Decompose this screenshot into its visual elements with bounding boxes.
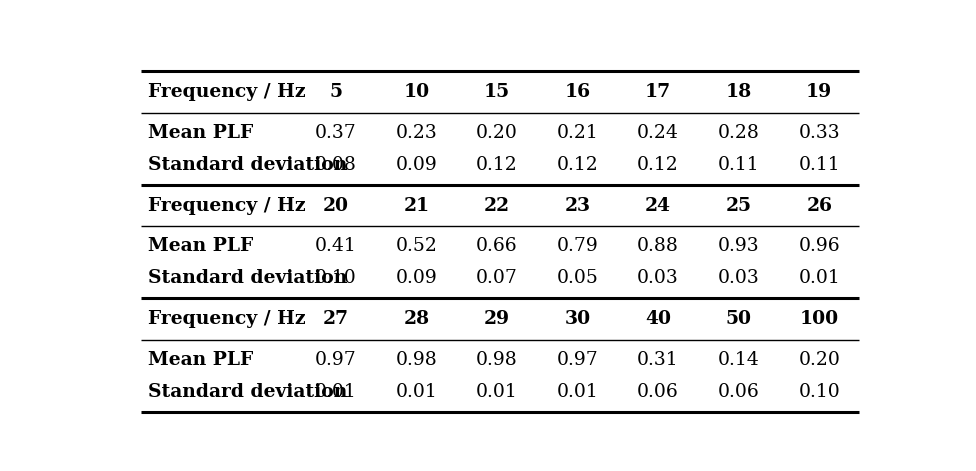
Text: 50: 50	[725, 310, 752, 328]
Text: 0.03: 0.03	[637, 269, 679, 287]
Text: Standard deviation: Standard deviation	[148, 383, 347, 401]
Text: Mean PLF: Mean PLF	[148, 351, 254, 369]
Text: 22: 22	[484, 196, 509, 214]
Text: 0.98: 0.98	[395, 351, 437, 369]
Text: 25: 25	[725, 196, 752, 214]
Text: Frequency / Hz: Frequency / Hz	[148, 310, 306, 328]
Text: 20: 20	[323, 196, 348, 214]
Text: Standard deviation: Standard deviation	[148, 155, 347, 174]
Text: 18: 18	[725, 83, 752, 101]
Text: 0.79: 0.79	[556, 237, 598, 255]
Text: 17: 17	[645, 83, 671, 101]
Text: 16: 16	[564, 83, 590, 101]
Text: 30: 30	[564, 310, 590, 328]
Text: Frequency / Hz: Frequency / Hz	[148, 83, 306, 101]
Text: 0.96: 0.96	[798, 237, 840, 255]
Text: 24: 24	[645, 196, 671, 214]
Text: 0.01: 0.01	[476, 383, 517, 401]
Text: 0.03: 0.03	[717, 269, 759, 287]
Text: 0.07: 0.07	[476, 269, 518, 287]
Text: 0.93: 0.93	[717, 237, 759, 255]
Text: 0.24: 0.24	[637, 124, 679, 142]
Text: 40: 40	[645, 310, 671, 328]
Text: 0.12: 0.12	[476, 155, 517, 174]
Text: 0.12: 0.12	[556, 155, 598, 174]
Text: 5: 5	[329, 83, 343, 101]
Text: Standard deviation: Standard deviation	[148, 269, 347, 287]
Text: 0.11: 0.11	[717, 155, 759, 174]
Text: 10: 10	[403, 83, 429, 101]
Text: 28: 28	[403, 310, 429, 328]
Text: 0.98: 0.98	[476, 351, 517, 369]
Text: 0.37: 0.37	[315, 124, 356, 142]
Text: 0.08: 0.08	[314, 155, 356, 174]
Text: 0.05: 0.05	[556, 269, 598, 287]
Text: 21: 21	[403, 196, 429, 214]
Text: 0.21: 0.21	[556, 124, 598, 142]
Text: 100: 100	[799, 310, 838, 328]
Text: 27: 27	[323, 310, 348, 328]
Text: 0.23: 0.23	[395, 124, 437, 142]
Text: 0.01: 0.01	[798, 269, 840, 287]
Text: 0.01: 0.01	[395, 383, 437, 401]
Text: 0.09: 0.09	[395, 155, 437, 174]
Text: 0.88: 0.88	[637, 237, 679, 255]
Text: Frequency / Hz: Frequency / Hz	[148, 196, 306, 214]
Text: Mean PLF: Mean PLF	[148, 124, 254, 142]
Text: 0.31: 0.31	[637, 351, 679, 369]
Text: 0.97: 0.97	[315, 351, 356, 369]
Text: 0.10: 0.10	[798, 383, 840, 401]
Text: 0.01: 0.01	[315, 383, 356, 401]
Text: 0.10: 0.10	[315, 269, 356, 287]
Text: 0.09: 0.09	[395, 269, 437, 287]
Text: 0.06: 0.06	[717, 383, 759, 401]
Text: 0.28: 0.28	[717, 124, 759, 142]
Text: Mean PLF: Mean PLF	[148, 237, 254, 255]
Text: 0.06: 0.06	[637, 383, 679, 401]
Text: 0.52: 0.52	[395, 237, 437, 255]
Text: 0.41: 0.41	[315, 237, 356, 255]
Text: 19: 19	[806, 83, 833, 101]
Text: 23: 23	[564, 196, 590, 214]
Text: 29: 29	[484, 310, 509, 328]
Text: 0.20: 0.20	[476, 124, 518, 142]
Text: 0.20: 0.20	[798, 351, 840, 369]
Text: 0.66: 0.66	[476, 237, 517, 255]
Text: 15: 15	[484, 83, 509, 101]
Text: 0.97: 0.97	[556, 351, 598, 369]
Text: 26: 26	[806, 196, 833, 214]
Text: 0.33: 0.33	[798, 124, 840, 142]
Text: 0.14: 0.14	[717, 351, 759, 369]
Text: 0.01: 0.01	[556, 383, 598, 401]
Text: 0.12: 0.12	[637, 155, 679, 174]
Text: 0.11: 0.11	[798, 155, 840, 174]
